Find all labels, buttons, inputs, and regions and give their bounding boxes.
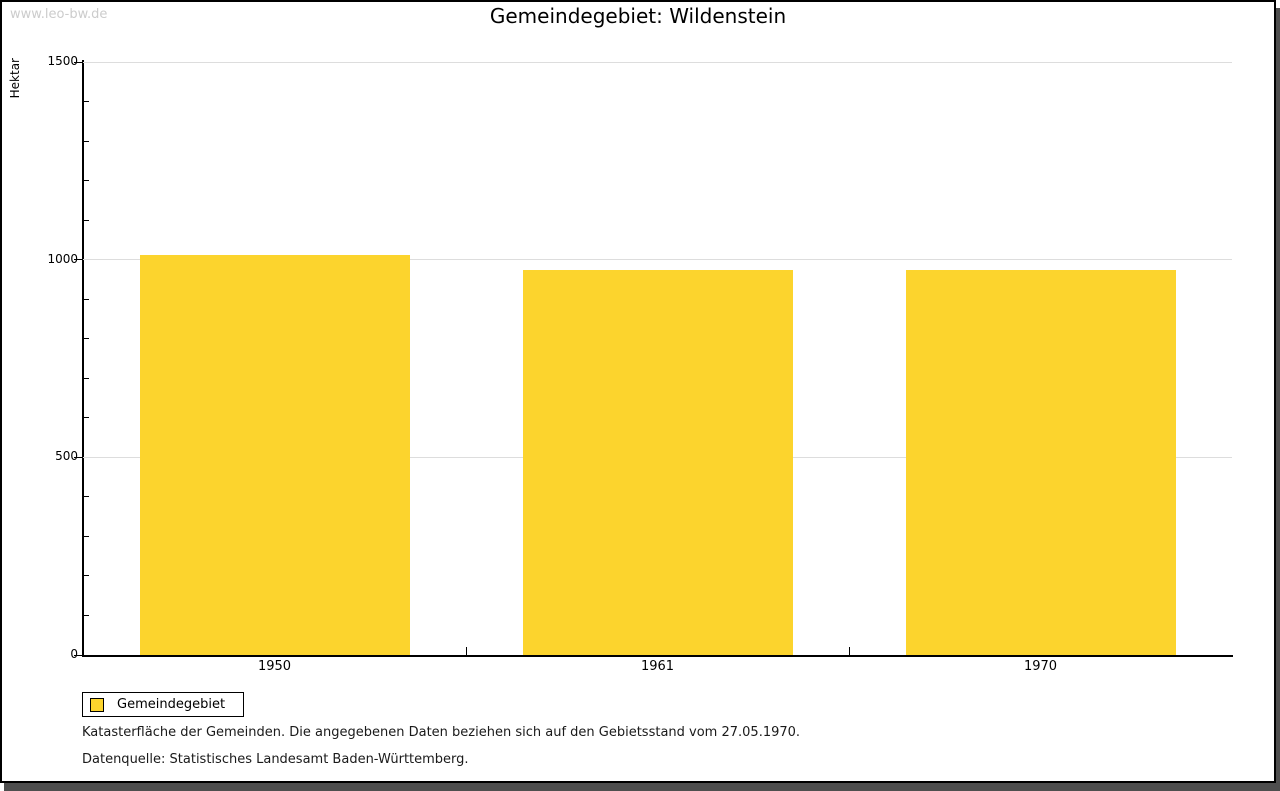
bar — [140, 254, 410, 655]
y-tick-minor — [84, 219, 89, 221]
y-tick-major — [74, 654, 83, 656]
y-tick-label: 1500 — [47, 54, 78, 68]
y-tick-minor — [84, 614, 89, 616]
bar — [906, 269, 1176, 655]
legend: Gemeindegebiet — [82, 692, 245, 717]
legend-swatch — [90, 697, 104, 712]
y-tick-label: 0 — [70, 647, 78, 661]
y-tick-label: 500 — [55, 449, 78, 464]
x-category-label: 1970 — [1023, 659, 1058, 674]
legend-label: Gemeindegebiet — [117, 697, 226, 712]
y-tick-minor — [84, 575, 89, 577]
y-axis-line — [82, 60, 84, 657]
y-tick-minor — [84, 180, 89, 182]
y-gridline — [83, 61, 1232, 63]
y-tick-minor — [84, 417, 89, 419]
y-tick-major — [74, 61, 83, 63]
y-tick-minor — [84, 140, 89, 142]
y-tick-major — [74, 259, 83, 261]
watermark: www.leo-bw.de — [10, 7, 108, 22]
y-tick-minor — [84, 535, 89, 537]
x-category-label: 1950 — [257, 659, 292, 674]
footnote-data-source: Datenquelle: Statistisches Landesamt Bad… — [82, 752, 469, 767]
x-category-label: 1961 — [640, 659, 675, 674]
chart-title: Gemeindegebiet: Wildenstein — [489, 4, 787, 28]
y-tick-label: 1000 — [47, 251, 78, 266]
y-tick-minor — [84, 298, 89, 300]
y-tick-major — [74, 456, 83, 458]
y-tick-minor — [84, 101, 89, 103]
y-gridline — [83, 259, 1232, 261]
plot-area: 0 500 1000 1500 1950 1961 1970 — [2, 2, 1274, 702]
bar — [523, 269, 793, 655]
x-tick — [466, 647, 467, 655]
x-tick — [849, 647, 850, 655]
y-tick-minor — [84, 496, 89, 498]
x-axis-line — [82, 655, 1233, 657]
y-tick-minor — [84, 338, 89, 340]
footnote-source-note: Katasterfläche der Gemeinden. Die angege… — [82, 725, 801, 740]
y-tick-minor — [84, 377, 89, 379]
